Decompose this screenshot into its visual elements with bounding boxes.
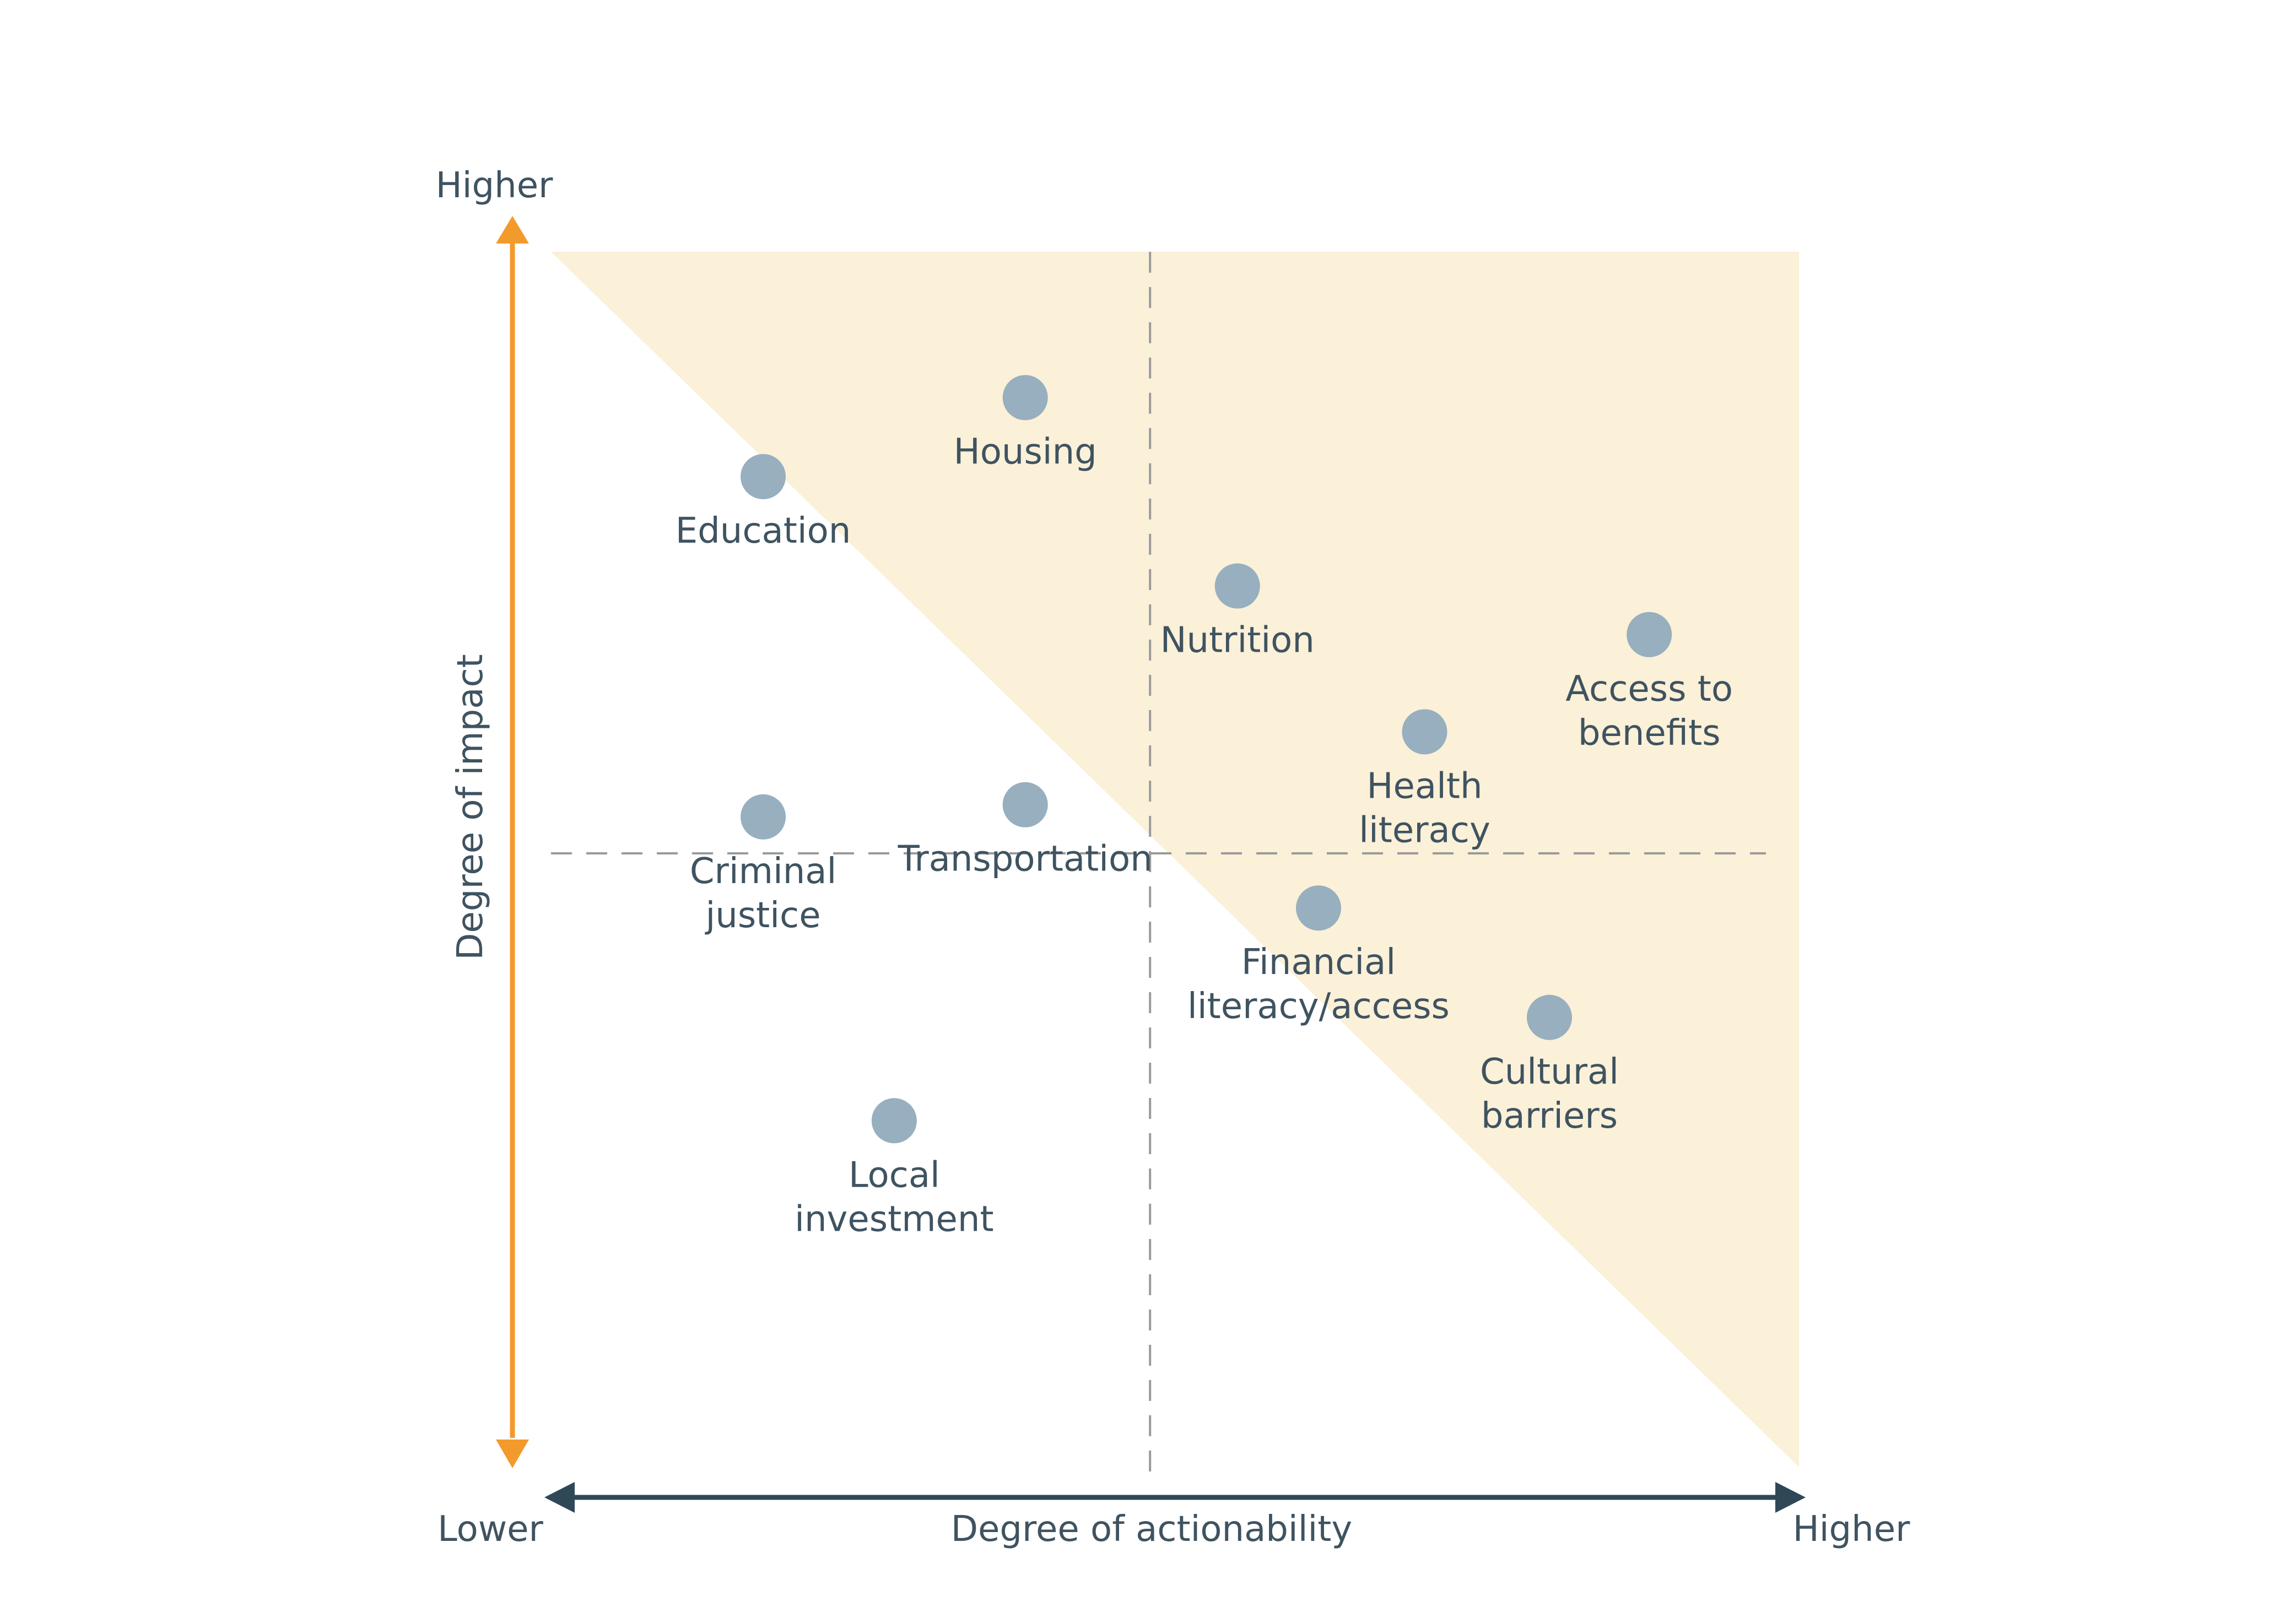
data-label-cultural-barriers-line-1: Cultural (1480, 1052, 1619, 1092)
data-label-health-literacy-line-1: Health (1366, 766, 1482, 807)
data-point-housing (1002, 375, 1048, 420)
data-point-access-to-benefits (1627, 612, 1672, 657)
x-axis-arrow-left (544, 1482, 575, 1513)
background-layer (551, 252, 1799, 1467)
data-label-local-investment-line-1: Local (849, 1155, 940, 1195)
data-label-criminal-justice-line-1: Criminal (690, 851, 836, 892)
midline-layer (551, 252, 1766, 1473)
data-point-nutrition (1214, 563, 1260, 609)
data-point-criminal-justice (741, 794, 786, 840)
y-axis-arrow-down (496, 1440, 529, 1468)
y-axis-title: Degree of impact (450, 654, 491, 960)
data-point-local-investment (871, 1098, 917, 1144)
x-axis-title: Degree of actionability (951, 1509, 1352, 1550)
data-label-transportation: Transportation (898, 839, 1153, 880)
data-point-transportation (1002, 782, 1048, 827)
y-axis-arrow-up (496, 216, 529, 244)
data-label-local-investment-line-2: investment (795, 1199, 993, 1240)
data-point-cultural-barriers (1527, 994, 1572, 1040)
data-label-nutrition: Nutrition (1160, 620, 1315, 661)
y-axis-high-tick-label: Higher (436, 165, 553, 206)
data-point-education (741, 454, 786, 500)
data-label-health-literacy-line-2: literacy (1359, 810, 1490, 851)
data-label-access-to-benefits-line-1: Access to (1565, 669, 1733, 710)
data-label-education: Education (676, 511, 851, 551)
x-axis-arrow-right (1775, 1482, 1806, 1513)
data-label-cultural-barriers-line-2: barriers (1481, 1096, 1618, 1137)
data-label-criminal-justice-line-2: justice (704, 895, 820, 936)
points-layer: Housing Education Nutrition Access tobenefi… (676, 375, 1733, 1240)
highlight-region (551, 252, 1799, 1467)
data-label-financial-literacy-access-line-1: Financial (1241, 942, 1396, 983)
x-axis-low-tick-label: Lower (437, 1509, 543, 1550)
data-point-health-literacy (1402, 709, 1447, 755)
data-label-housing: Housing (954, 432, 1097, 473)
data-label-access-to-benefits-line-2: benefits (1578, 713, 1721, 754)
x-axis-high-tick-label: Higher (1793, 1509, 1910, 1550)
data-label-financial-literacy-access-line-2: literacy/access (1187, 986, 1450, 1027)
data-point-financial-literacy-access (1295, 885, 1341, 931)
axes-layer: Higher Lower Higher Degree of actionabil… (436, 165, 1910, 1550)
